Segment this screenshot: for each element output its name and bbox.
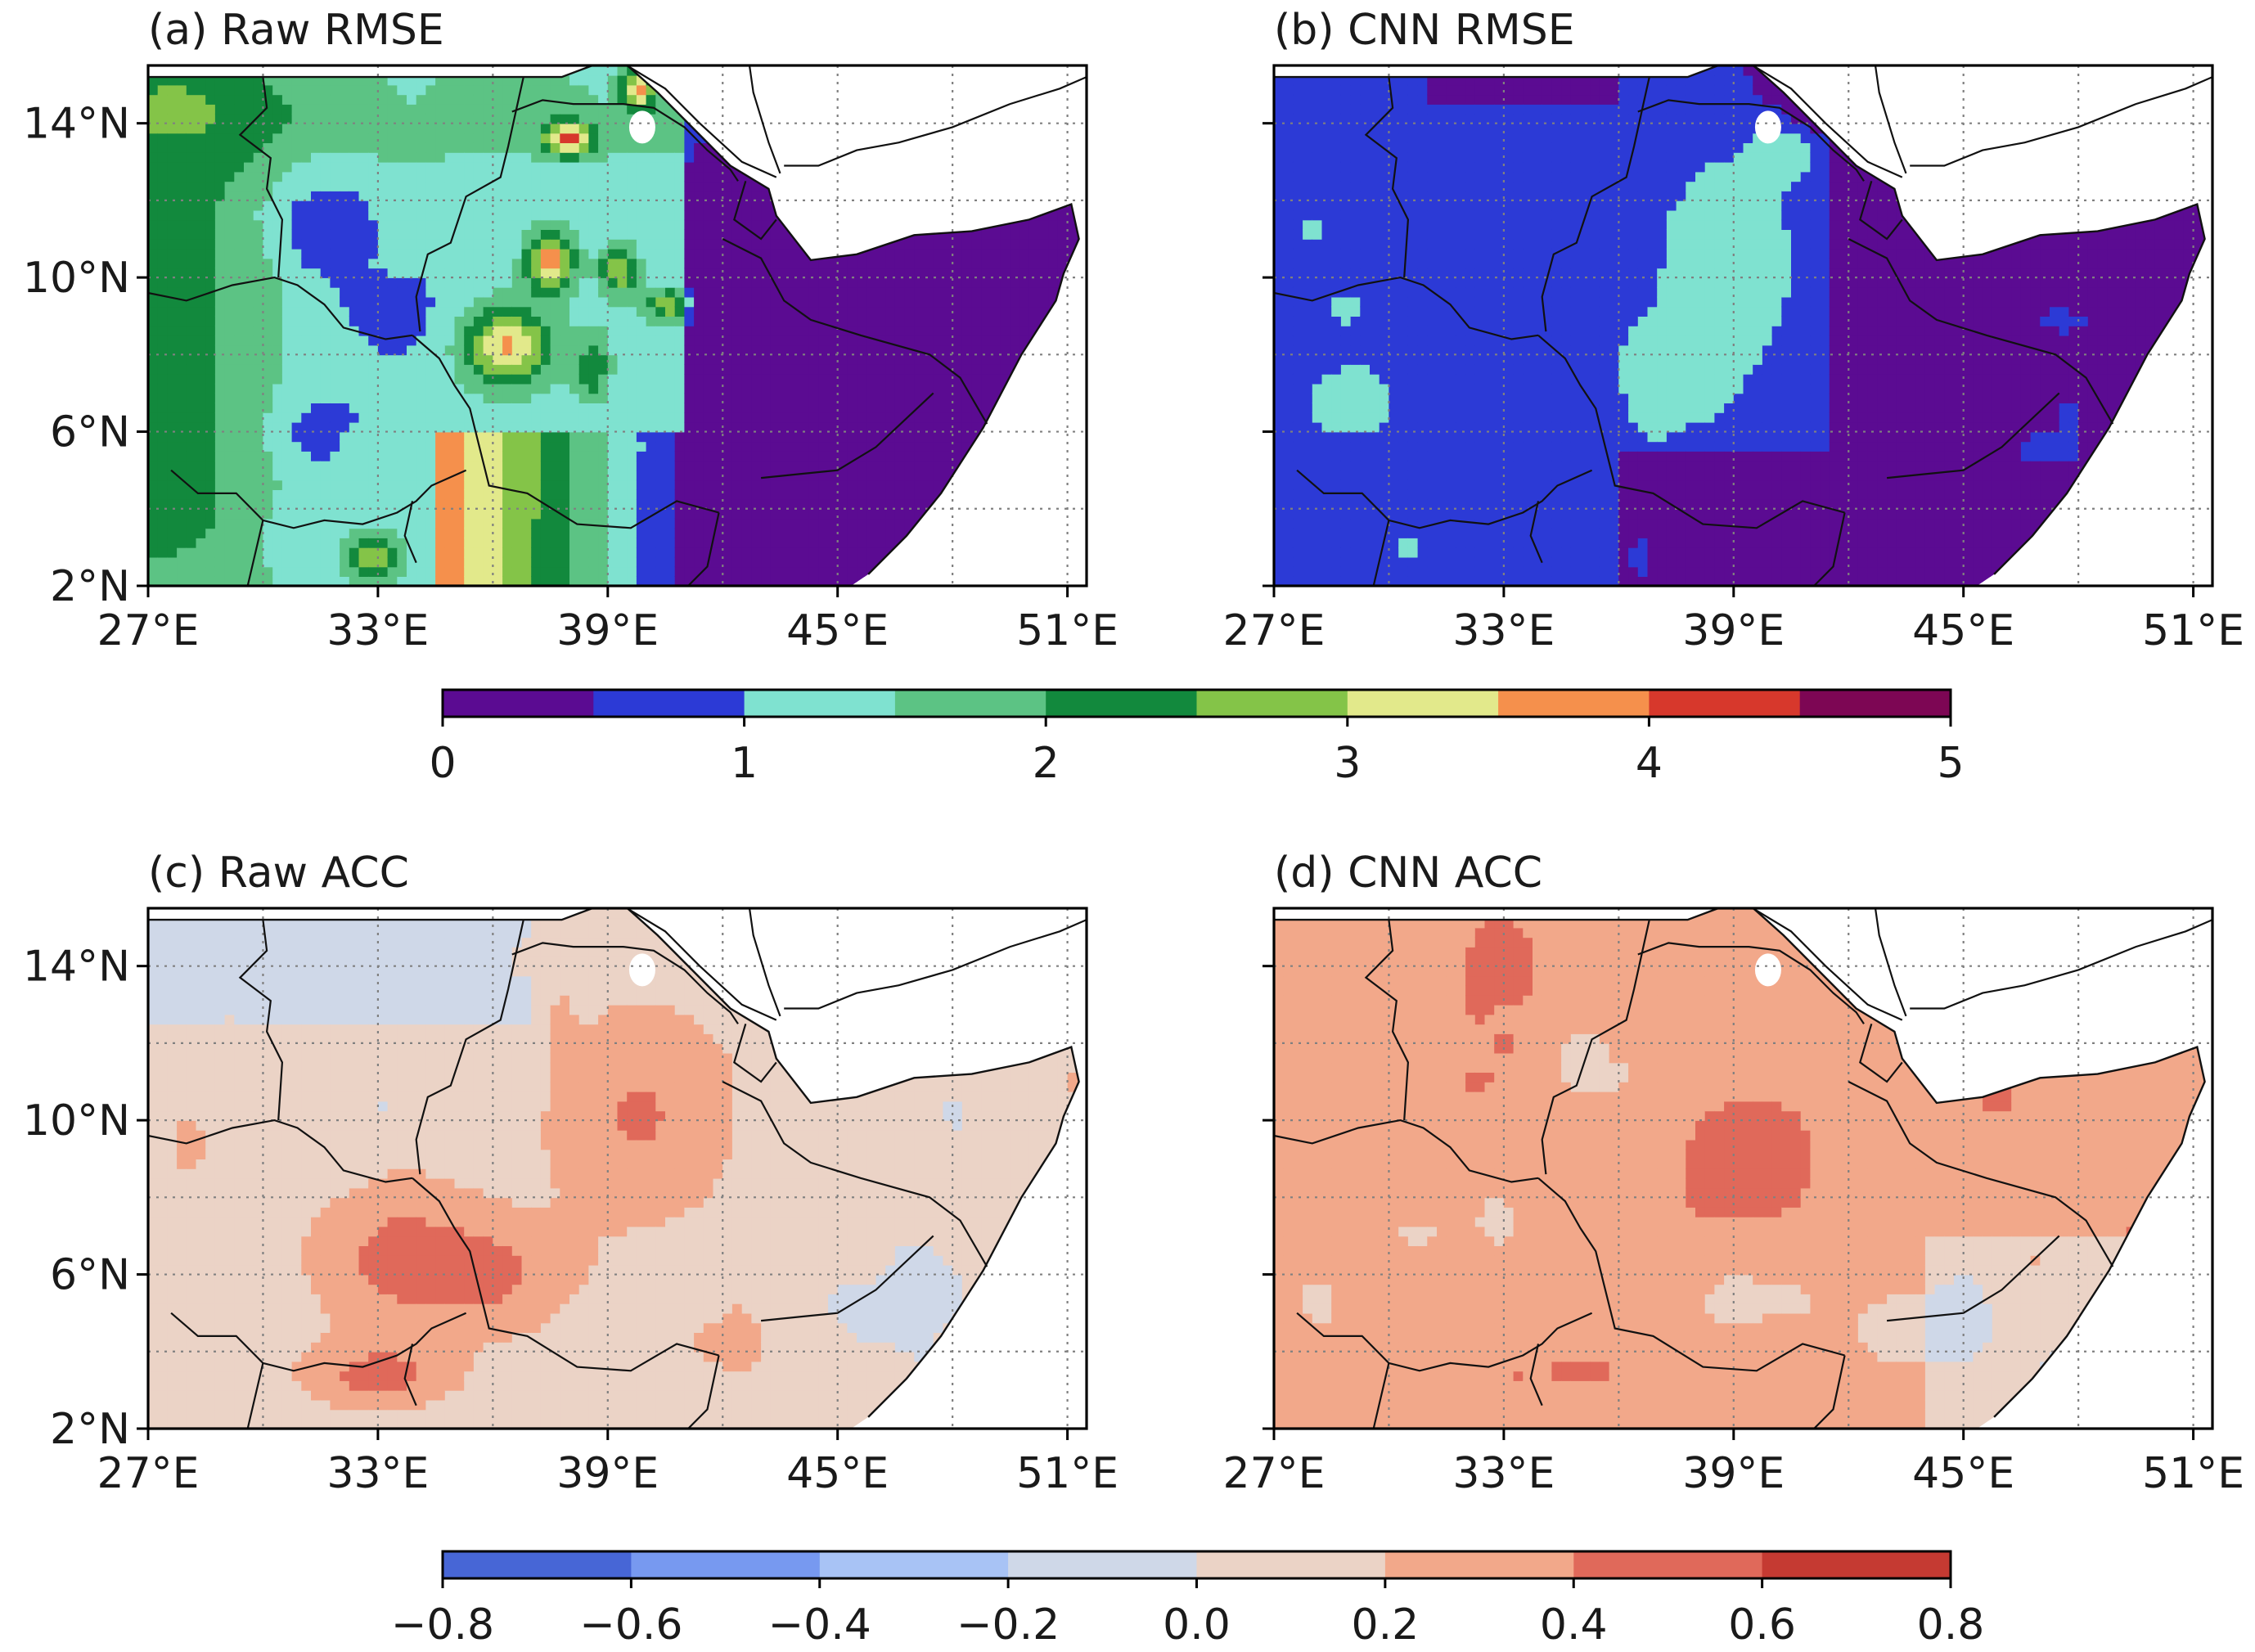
colorbar-swatch <box>744 690 896 717</box>
colorbars: 0 1 2 3 4 5 −0.8 −0.6 −0.4 −0.2 0.0 0.2 0.4 0.6 0.8 <box>391 688 1985 1650</box>
x-tick-label: 51°E <box>2142 1449 2244 1498</box>
map-frame <box>146 907 1088 1430</box>
colorbar-swatch <box>1799 690 1951 717</box>
colorbar-tick-label: 5 <box>1937 739 1964 788</box>
colorbar-tick-label: 0.2 <box>1352 1600 1420 1650</box>
field-contours <box>148 65 1079 587</box>
x-tick-label: 33°E <box>1452 606 1555 655</box>
coastlines-borders <box>1274 65 2212 586</box>
colorbar-tick-label: 0 <box>429 739 456 788</box>
colorbar-swatch <box>1498 690 1650 717</box>
gridlines <box>146 65 1087 587</box>
colorbar-swatch <box>894 690 1046 717</box>
x-tick-label: 33°E <box>326 1449 429 1498</box>
colorbar-tick-label: 0.0 <box>1163 1600 1231 1650</box>
y-tick-label: 10°N <box>23 254 130 303</box>
y-tick-label: 10°N <box>23 1096 130 1146</box>
field-contours <box>1274 908 2205 1429</box>
y-tick-label: 14°N <box>23 100 130 149</box>
colorbar-swatch <box>631 1551 821 1578</box>
colorbar-tick-label: 1 <box>731 739 758 788</box>
colorbar-swatch <box>1573 1551 1763 1578</box>
x-tick-label: 51°E <box>1016 606 1118 655</box>
x-tick-label: 45°E <box>1912 1449 2014 1498</box>
lake-patch <box>628 953 655 987</box>
colorbar-tick-label: −0.8 <box>391 1600 494 1650</box>
colorbar-swatch <box>443 690 594 717</box>
y-tick-label: 6°N <box>50 408 130 457</box>
map-panel-a: (a) Raw RMSE 27°E 33°E 39°E 45°E 51°E 2°N 6°N 10… <box>23 6 1118 655</box>
colorbar-swatch <box>1649 690 1801 717</box>
colorbar-tick-label: 4 <box>1636 739 1663 788</box>
map-panel-d: (d) CNN ACC 27°E 33°E 39°E 45°E 51°E <box>1222 849 2244 1498</box>
colorbar-swatch <box>819 1551 1009 1578</box>
colorbar-acc: −0.8 −0.6 −0.4 −0.2 0.0 0.2 0.4 0.6 0.8 <box>391 1550 1985 1650</box>
lake-patch <box>628 110 655 144</box>
colorbar-tick-label: 0.6 <box>1728 1600 1796 1650</box>
panel-title: (a) Raw RMSE <box>148 6 444 55</box>
x-tick-label: 51°E <box>1016 1449 1118 1498</box>
colorbar-swatch <box>1384 1551 1574 1578</box>
colorbar-tick-label: 0.8 <box>1917 1600 1985 1650</box>
colorbar-tick-label: 3 <box>1334 739 1361 788</box>
colorbar-tick-label: 2 <box>1033 739 1060 788</box>
map-frame <box>1272 64 2214 587</box>
colorbar-swatch <box>1196 690 1348 717</box>
coastlines-borders <box>1274 908 2212 1429</box>
x-tick-label: 27°E <box>1222 1449 1325 1498</box>
x-tick-label: 45°E <box>786 1449 889 1498</box>
coastlines-borders <box>148 908 1087 1429</box>
x-tick-label: 39°E <box>1682 1449 1785 1498</box>
x-tick-label: 45°E <box>786 606 889 655</box>
map-frame <box>1272 907 2214 1430</box>
y-tick-label: 6°N <box>50 1251 130 1300</box>
x-tick-label: 27°E <box>97 606 199 655</box>
map-panel-b: (b) CNN RMSE 27°E 33°E 39°E 45°E 51°E <box>1222 6 2244 655</box>
colorbar-swatch <box>593 690 745 717</box>
colorbar-swatch <box>1008 1551 1197 1578</box>
map-panel-c: (c) Raw ACC 27°E 33°E 39°E 45°E 51°E 2°N 6°N 10°… <box>23 849 1118 1498</box>
colorbar-swatch <box>1046 690 1197 717</box>
colorbar-rmse: 0 1 2 3 4 5 <box>429 688 1965 788</box>
panel-title: (b) CNN RMSE <box>1274 6 1575 55</box>
lake-patch <box>1754 953 1781 987</box>
colorbar-tick-label: −0.4 <box>768 1600 871 1650</box>
x-tick-label: 27°E <box>97 1449 199 1498</box>
y-tick-label: 2°N <box>50 1405 130 1454</box>
colorbar-swatch <box>1347 690 1499 717</box>
map-frame <box>146 64 1088 587</box>
x-tick-label: 33°E <box>326 606 429 655</box>
x-tick-label: 27°E <box>1222 606 1325 655</box>
colorbar-swatch <box>443 1551 632 1578</box>
colorbar-swatch <box>1762 1551 1951 1578</box>
x-tick-label: 39°E <box>1682 606 1785 655</box>
panel-title: (c) Raw ACC <box>148 849 409 898</box>
colorbar-tick-label: −0.6 <box>579 1600 682 1650</box>
x-tick-label: 33°E <box>1452 1449 1555 1498</box>
y-tick-label: 2°N <box>50 562 130 611</box>
lake-patch <box>1754 110 1781 144</box>
gridlines <box>146 908 1087 1430</box>
colorbar-tick-label: 0.4 <box>1540 1600 1608 1650</box>
coastlines-borders <box>148 65 1087 586</box>
colorbar-swatch <box>1196 1551 1386 1578</box>
x-tick-label: 51°E <box>2142 606 2244 655</box>
panel-title: (d) CNN ACC <box>1274 849 1542 898</box>
x-tick-label: 39°E <box>556 1449 659 1498</box>
colorbar-tick-label: −0.2 <box>956 1600 1060 1650</box>
y-tick-label: 14°N <box>23 943 130 992</box>
x-tick-label: 39°E <box>556 606 659 655</box>
x-tick-label: 45°E <box>1912 606 2014 655</box>
